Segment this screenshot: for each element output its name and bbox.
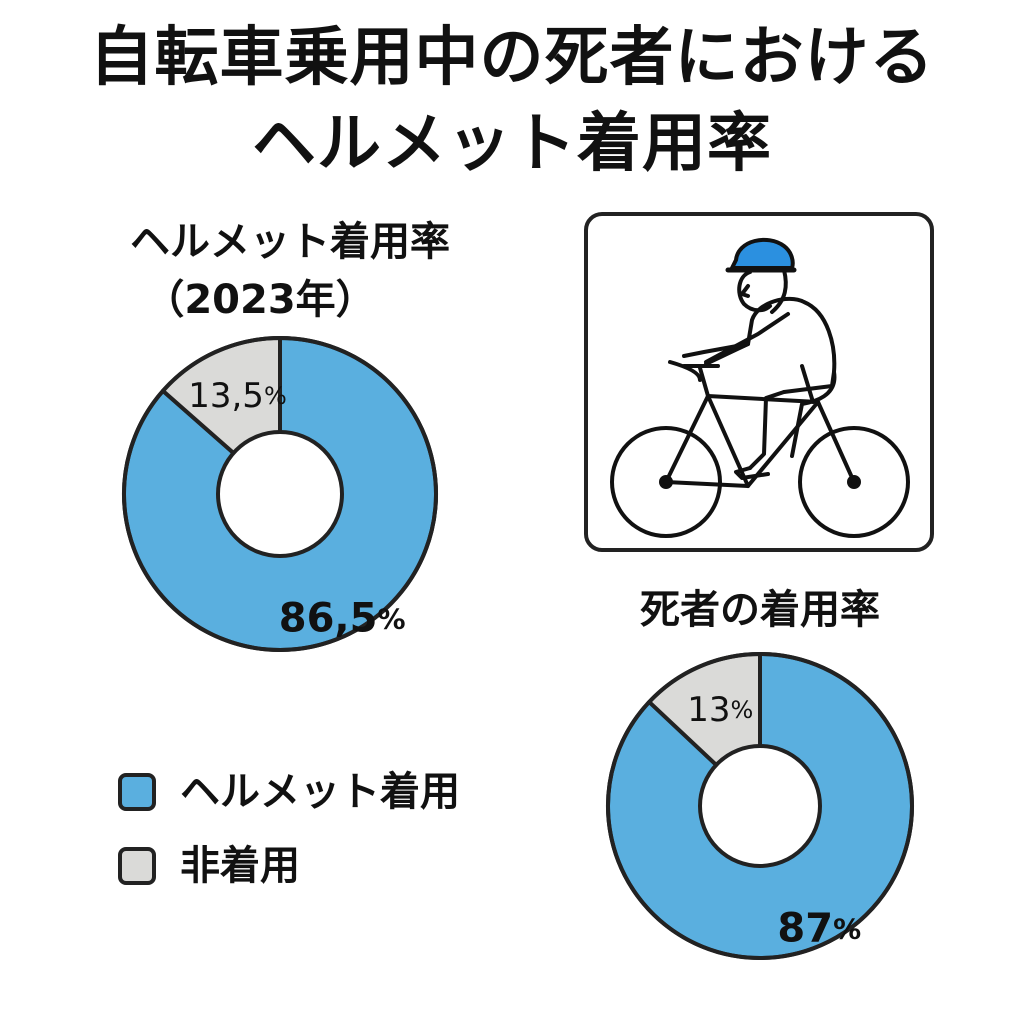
page-title-line-2: ヘルメット着用率 (252, 107, 772, 181)
cyclist-icon (610, 237, 910, 538)
left-chart-subtitle: （2023年） (144, 277, 376, 323)
page-title-line-1: 自転車乗用中の死者における (89, 21, 935, 95)
donut-data-label-not-wearing: 13% (687, 690, 753, 730)
legend-label-not-wearing: 非着用 (180, 843, 300, 889)
legend-swatch-wearing (118, 773, 156, 811)
legend-item-not-wearing: 非着用 (118, 846, 300, 886)
rear-wheel-icon (610, 426, 722, 538)
helmet-rate-2023-donut-chart: 86,5% 13,5% (122, 336, 438, 652)
front-wheel-icon (798, 426, 910, 538)
cyclist-illustration-frame (584, 212, 934, 552)
fatality-helmet-rate-donut-chart: 87% 13% (606, 652, 914, 960)
right-chart-title: 死者の着用率 (640, 587, 880, 633)
donut-outline (606, 652, 914, 960)
legend-label-wearing: ヘルメット着用 (180, 769, 460, 815)
legend-swatch-not-wearing (118, 847, 156, 885)
donut-hole (698, 744, 822, 868)
donut-hole (216, 430, 344, 558)
donut-data-label-wearing: 86,5% (279, 596, 406, 642)
donut-data-label-not-wearing: 13,5% (188, 376, 287, 416)
left-chart-title: ヘルメット着用率 (130, 219, 450, 265)
legend-item-wearing: ヘルメット着用 (118, 772, 460, 812)
helmet-icon (730, 237, 795, 270)
donut-data-label-wearing: 87% (777, 906, 861, 952)
donut-outline (122, 336, 438, 652)
